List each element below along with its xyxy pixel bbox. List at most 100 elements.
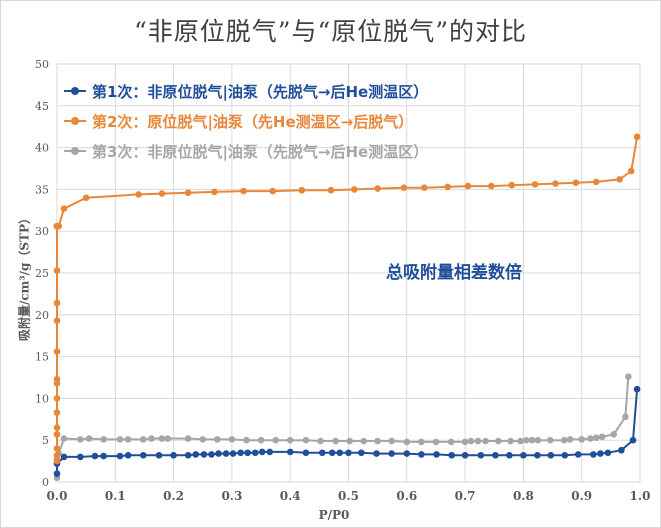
y-tick-label: 45 — [35, 100, 49, 113]
data-point — [418, 451, 425, 458]
data-point — [53, 457, 61, 465]
data-point — [286, 448, 294, 456]
data-point — [116, 452, 124, 460]
data-point — [474, 437, 482, 445]
data-point — [124, 436, 132, 443]
data-point — [546, 436, 554, 444]
data-point — [240, 187, 247, 195]
data-point — [53, 317, 61, 324]
data-point — [272, 436, 279, 444]
data-point — [53, 445, 61, 452]
y-tick-label: 35 — [35, 183, 49, 196]
data-point — [116, 436, 124, 443]
data-point — [148, 435, 155, 442]
data-point — [629, 436, 637, 444]
x-tick-label: 0.9 — [571, 489, 592, 503]
data-point — [561, 451, 569, 459]
data-point — [534, 436, 542, 444]
data-point — [351, 186, 358, 193]
data-point — [170, 451, 177, 459]
series-line — [56, 389, 639, 474]
data-point — [139, 451, 147, 459]
y-tick-label: 30 — [35, 225, 49, 238]
data-point — [574, 451, 582, 458]
data-point — [547, 451, 555, 459]
data-point — [124, 451, 132, 459]
data-point — [251, 449, 259, 457]
data-point — [266, 448, 274, 456]
data-point — [373, 450, 380, 457]
data-point — [298, 186, 306, 194]
data-point — [464, 182, 472, 190]
data-point — [53, 299, 61, 307]
legend-marker-icon — [64, 116, 86, 126]
data-point — [327, 186, 335, 194]
data-point — [158, 190, 166, 197]
x-tick-label: 0.2 — [163, 489, 184, 503]
data-point — [572, 179, 580, 187]
data-point — [598, 433, 606, 441]
data-point — [403, 450, 411, 457]
data-point — [336, 449, 344, 457]
data-point — [60, 453, 68, 461]
data-point — [222, 450, 230, 457]
series-line — [56, 376, 630, 478]
data-point — [85, 435, 93, 442]
data-point — [53, 470, 61, 477]
data-point — [215, 450, 222, 457]
data-point — [184, 189, 192, 197]
data-point — [91, 452, 99, 460]
data-point — [53, 348, 61, 355]
legend-marker-icon — [64, 86, 86, 96]
data-point — [374, 437, 381, 445]
data-point — [237, 449, 244, 457]
data-point — [184, 451, 192, 459]
data-point — [448, 451, 455, 459]
x-tick-label: 0.5 — [338, 489, 359, 503]
x-tick-label: 0.7 — [455, 489, 476, 503]
data-point — [82, 194, 90, 202]
y-tick-label: 40 — [35, 142, 49, 155]
y-axis-label: 吸附量/cm³/g（STP） — [17, 211, 32, 342]
legend-label: 第2次：原位脱气|油泵（先He测温区→后脱气） — [92, 112, 414, 131]
data-point — [616, 176, 623, 183]
x-tick-label: 0.6 — [396, 489, 417, 503]
x-tick-label: 0.0 — [47, 489, 68, 503]
data-point — [633, 133, 641, 141]
data-point — [578, 436, 585, 443]
y-tick-label: 10 — [35, 392, 49, 405]
chart-annotation: 总吸附量相差数倍 — [386, 263, 522, 283]
data-point — [360, 437, 367, 445]
data-point — [523, 436, 530, 444]
data-point — [53, 424, 61, 431]
data-point — [317, 437, 324, 445]
y-tick-label: 20 — [35, 309, 49, 322]
data-point — [258, 448, 266, 456]
data-point — [495, 437, 502, 445]
data-point — [492, 451, 499, 459]
data-point — [269, 187, 277, 195]
data-point — [388, 437, 395, 445]
data-point — [531, 181, 539, 188]
data-point — [77, 453, 84, 461]
data-point — [302, 436, 310, 444]
data-point — [604, 449, 612, 457]
data-point — [77, 436, 84, 443]
data-point — [403, 438, 411, 446]
chart-legend: 第1次：非原位脱气|油泵（先脱气→后He测温区） 第2次：原位脱气|油泵（先He… — [64, 76, 428, 166]
data-point — [488, 182, 495, 190]
data-point — [517, 437, 524, 445]
y-tick-label: 0 — [42, 476, 49, 489]
data-point — [208, 451, 215, 458]
data-point — [432, 438, 440, 446]
data-point — [592, 178, 600, 186]
data-point — [400, 184, 408, 192]
data-point — [420, 184, 428, 192]
x-tick-label: 0.1 — [105, 489, 126, 503]
data-point — [374, 185, 381, 192]
data-point — [229, 450, 237, 457]
y-tick-label: 50 — [35, 58, 49, 71]
y-tick-label: 25 — [35, 267, 49, 280]
data-point — [192, 451, 200, 458]
data-point — [444, 183, 451, 191]
